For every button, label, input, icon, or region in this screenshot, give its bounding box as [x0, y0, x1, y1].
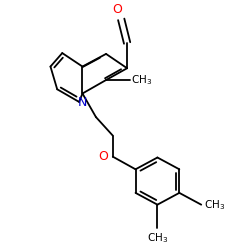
- Text: N: N: [78, 96, 87, 109]
- Text: O: O: [112, 3, 122, 16]
- Text: CH$_3$: CH$_3$: [204, 198, 225, 211]
- Text: CH$_3$: CH$_3$: [131, 73, 152, 87]
- Text: CH$_3$: CH$_3$: [147, 231, 168, 244]
- Text: O: O: [98, 150, 108, 163]
